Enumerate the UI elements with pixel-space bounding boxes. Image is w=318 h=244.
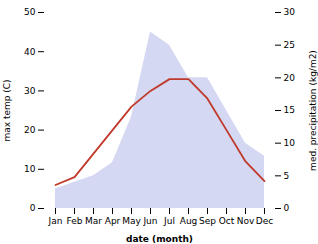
svg-text:Dec: Dec: [256, 216, 273, 226]
svg-text:10: 10: [284, 138, 296, 148]
svg-text:Jul: Jul: [163, 216, 175, 226]
svg-text:Nov: Nov: [237, 216, 255, 226]
svg-text:20: 20: [24, 125, 36, 135]
svg-text:max temp (C): max temp (C): [2, 79, 12, 141]
svg-text:0: 0: [284, 203, 290, 213]
svg-text:5: 5: [284, 171, 290, 181]
svg-text:med. precipitation (kg/m2): med. precipitation (kg/m2): [308, 50, 318, 171]
svg-text:date (month): date (month): [126, 234, 193, 244]
svg-text:Jun: Jun: [142, 216, 157, 226]
svg-text:10: 10: [24, 164, 36, 174]
svg-text:Sep: Sep: [199, 216, 216, 226]
svg-text:15: 15: [284, 105, 295, 115]
svg-text:30: 30: [24, 86, 36, 96]
svg-text:Apr: Apr: [105, 216, 121, 226]
svg-text:30: 30: [284, 7, 296, 17]
svg-text:Aug: Aug: [180, 216, 198, 226]
svg-text:Jan: Jan: [48, 216, 63, 226]
svg-text:Oct: Oct: [219, 216, 235, 226]
svg-text:50: 50: [24, 7, 36, 17]
svg-text:25: 25: [284, 40, 295, 50]
svg-text:0: 0: [30, 203, 36, 213]
svg-text:Feb: Feb: [67, 216, 83, 226]
svg-text:May: May: [122, 216, 141, 226]
svg-text:Mar: Mar: [85, 216, 102, 226]
svg-text:20: 20: [284, 73, 296, 83]
svg-text:40: 40: [24, 47, 36, 57]
